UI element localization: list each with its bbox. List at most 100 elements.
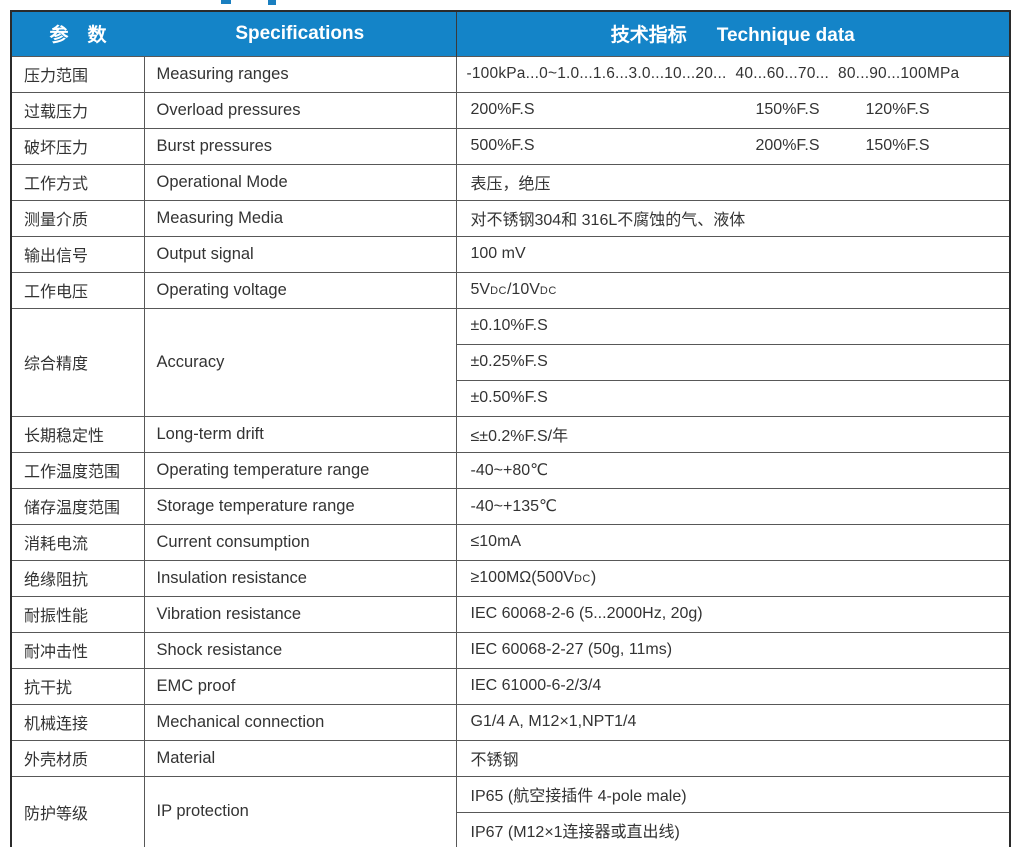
table-row: 测量介质 Measuring Media 对不锈钢304和 316L不腐蚀的气、… [10, 199, 1011, 237]
param-cell: 压力范围 [10, 55, 145, 93]
spec-cell: Overload pressures [143, 91, 457, 129]
param-cell: 机械连接 [10, 703, 145, 741]
value-tier1: 200%F.S [470, 101, 535, 118]
table-row: 储存温度范围 Storage temperature range -40~+13… [10, 487, 1011, 525]
value-cell: 不锈钢 [455, 739, 1011, 777]
value-tier2: 150%F.S [755, 101, 820, 118]
param-cell: 耐振性能 [10, 595, 145, 633]
table-row: 耐振性能 Vibration resistance IEC 60068-2-6 … [10, 595, 1011, 633]
table-row: ±0.25%F.S [11, 343, 1011, 381]
dc-subscript: DC [573, 573, 591, 585]
param-cell: 储存温度范围 [10, 487, 145, 525]
value-cell: 5VDC/10VDC [455, 271, 1011, 309]
param-cell: 测量介质 [10, 199, 145, 237]
cropped-heading-fragment [221, 0, 231, 4]
table-row: 耐冲击性 Shock resistance IEC 60068-2-27 (50… [10, 631, 1011, 669]
spec-cell: IP protection [143, 775, 457, 847]
value-cell: IP65 (航空接插件 4-pole male) [455, 775, 1011, 813]
param-cell: 输出信号 [10, 235, 145, 273]
table-row: 防护等级 IP protection IP65 (航空接插件 4-pole ma… [10, 775, 1011, 847]
spec-cell: Insulation resistance [143, 559, 457, 597]
value-cell: ±0.10%F.S [455, 307, 1011, 345]
value-cell: 对不锈钢304和 316L不腐蚀的气、液体 [455, 199, 1011, 237]
header-row: 参 数 Specifications 技术指标 Technique data [11, 11, 1010, 56]
value-cell: 100 mV [455, 235, 1011, 273]
table-row: 工作电压 Operating voltage 5VDC/10VDC [10, 271, 1011, 309]
spec-table: 参 数 Specifications 技术指标 Technique data 压力… [10, 10, 1011, 847]
value-cell: -40~+80℃ [455, 451, 1011, 489]
cropped-heading-fragment [268, 0, 276, 5]
value-cell: ≥100MΩ(500VDC) [455, 559, 1011, 597]
value-cell: 200%F.S 150%F.S 120%F.S [455, 91, 1011, 129]
param-cell: 工作温度范围 [10, 451, 145, 489]
header-technique-data: 技术指标 Technique data [455, 11, 1010, 56]
spec-cell: Operating voltage [143, 271, 457, 309]
value-cell: ±0.50%F.S [455, 379, 1011, 417]
table-row: 工作方式 Operational Mode 表压，绝压 [10, 163, 1011, 201]
value-tier2: 200%F.S [755, 137, 820, 154]
param-cell: 消耗电流 [10, 523, 145, 561]
spec-cell: Measuring Media [143, 199, 457, 237]
insulation-value: ≥100MΩ(500V [470, 569, 574, 586]
table-row: 压力范围 Measuring ranges -100kPa...0~1.0...… [10, 55, 1011, 93]
value-tier1: 500%F.S [470, 137, 535, 154]
spec-cell: Burst pressures [143, 127, 457, 165]
table-row: IP67 (M12×1连接器或直出线) [11, 811, 1011, 847]
param-cell: 耐冲击性 [10, 631, 145, 669]
value-cell: ±0.25%F.S [455, 343, 1011, 381]
table-row: 消耗电流 Current consumption ≤10mA [10, 523, 1011, 561]
value-tier3: 150%F.S [865, 137, 930, 154]
dc-subscript: DC [539, 285, 557, 297]
table-row: 输出信号 Output signal 100 mV [10, 235, 1011, 273]
spec-cell: Current consumption [143, 523, 457, 561]
voltage-value: /10V [506, 281, 540, 298]
dc-subscript: DC [490, 285, 507, 297]
value-cell: 500%F.S 200%F.S 150%F.S [455, 127, 1011, 165]
spec-cell: Operational Mode [143, 163, 457, 201]
insulation-value: ) [590, 569, 597, 586]
table-row: 绝缘阻抗 Insulation resistance ≥100MΩ(500VDC… [10, 559, 1011, 597]
spec-cell: Vibration resistance [143, 595, 457, 633]
value-cell: -100kPa...0~1.0...1.6...3.0...10...20...… [455, 55, 1011, 93]
param-cell: 长期稳定性 [10, 415, 145, 453]
spec-cell: EMC proof [143, 667, 457, 705]
value-cell: IP67 (M12×1连接器或直出线) [455, 811, 1011, 847]
param-cell: 综合精度 [10, 307, 145, 417]
value-cell: IEC 60068-2-6 (5...2000Hz, 20g) [455, 595, 1011, 633]
param-cell: 工作方式 [10, 163, 145, 201]
header-param: 参 数 [11, 11, 144, 56]
param-cell: 破坏压力 [10, 127, 145, 165]
param-cell: 防护等级 [10, 775, 145, 847]
spec-cell: Mechanical connection [143, 703, 457, 741]
value-cell: G1/4 A, M12×1,NPT1/4 [455, 703, 1011, 741]
spec-cell: Storage temperature range [143, 487, 457, 525]
spec-cell: Long-term drift [143, 415, 457, 453]
header-tech-en: Technique data [716, 25, 855, 47]
param-cell: 外壳材质 [10, 739, 145, 777]
value-cell: IEC 60068-2-27 (50g, 11ms) [455, 631, 1011, 669]
table-row: 长期稳定性 Long-term drift ≤±0.2%F.S/年 [10, 415, 1011, 453]
table-row: 过载压力 Overload pressures 200%F.S 150%F.S 12… [10, 91, 1011, 129]
table-row: 机械连接 Mechanical connection G1/4 A, M12×1… [10, 703, 1011, 741]
table-row: 抗干扰 EMC proof IEC 61000-6-2/3/4 [10, 667, 1011, 705]
header-specifications: Specifications [144, 11, 456, 56]
table-row: 外壳材质 Material 不锈钢 [10, 739, 1011, 777]
spec-cell: Material [143, 739, 457, 777]
spec-cell: Shock resistance [143, 631, 457, 669]
param-cell: 抗干扰 [10, 667, 145, 705]
spec-cell: Accuracy [143, 307, 457, 417]
value-cell: ≤10mA [455, 523, 1011, 561]
param-cell: 绝缘阻抗 [10, 559, 145, 597]
value-tier3: 120%F.S [865, 101, 930, 118]
header-tech-cn: 技术指标 [610, 25, 687, 47]
spec-cell: Measuring ranges [143, 55, 457, 93]
table-row: 破坏压力 Burst pressures 500%F.S 200%F.S 150%F… [10, 127, 1011, 165]
param-cell: 工作电压 [10, 271, 145, 309]
value-cell: IEC 61000-6-2/3/4 [455, 667, 1011, 705]
spec-cell: Operating temperature range [143, 451, 457, 489]
value-cell: 表压，绝压 [455, 163, 1011, 201]
param-cell: 过载压力 [10, 91, 145, 129]
spec-cell: Output signal [143, 235, 457, 273]
voltage-value: 5V [470, 281, 491, 298]
